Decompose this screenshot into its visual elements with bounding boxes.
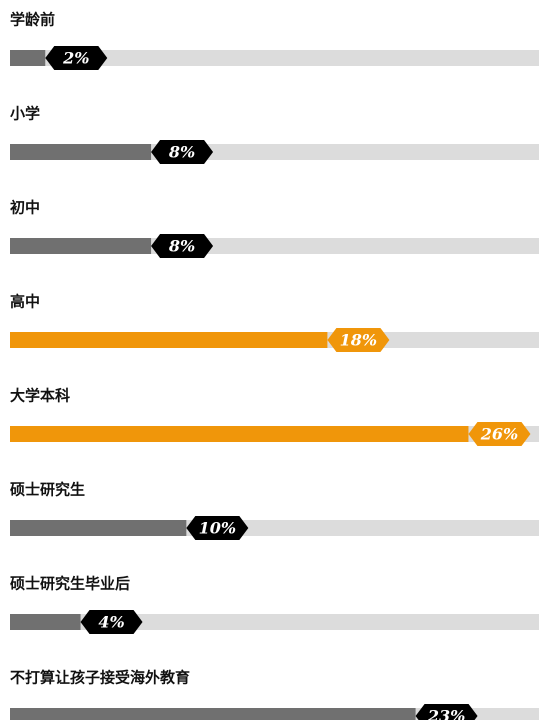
category-label: 大学本科 bbox=[10, 387, 70, 405]
value-badge bbox=[327, 328, 390, 352]
bar bbox=[10, 426, 469, 442]
bar bbox=[10, 520, 187, 536]
bar bbox=[10, 614, 81, 630]
value-badge bbox=[45, 46, 108, 70]
value-label: 4% bbox=[98, 613, 124, 632]
value-label: 26% bbox=[480, 425, 518, 444]
category-label: 硕士研究生 bbox=[10, 481, 85, 499]
category-label: 小学 bbox=[10, 105, 40, 123]
value-badge bbox=[151, 234, 214, 258]
bar-track bbox=[10, 50, 539, 66]
value-badge bbox=[415, 704, 478, 720]
value-label: 8% bbox=[168, 237, 195, 256]
category-label: 硕士研究生毕业后 bbox=[10, 575, 130, 593]
value-badge bbox=[80, 610, 143, 634]
category-label: 不打算让孩子接受海外教育 bbox=[10, 669, 190, 687]
bar bbox=[10, 144, 152, 160]
value-badge bbox=[151, 140, 214, 164]
bar bbox=[10, 238, 152, 254]
value-label: 18% bbox=[340, 331, 377, 350]
value-badge bbox=[468, 422, 531, 446]
category-label: 学龄前 bbox=[10, 11, 55, 29]
category-label: 初中 bbox=[10, 199, 40, 217]
value-label: 23% bbox=[427, 707, 465, 720]
bar-track bbox=[10, 614, 539, 630]
value-label: 8% bbox=[168, 143, 195, 162]
value-label: 10% bbox=[199, 519, 236, 538]
value-badge bbox=[186, 516, 249, 540]
bar bbox=[10, 332, 328, 348]
value-label: 2% bbox=[62, 49, 89, 68]
bar bbox=[10, 708, 416, 720]
category-label: 高中 bbox=[10, 293, 40, 311]
bar bbox=[10, 50, 46, 66]
